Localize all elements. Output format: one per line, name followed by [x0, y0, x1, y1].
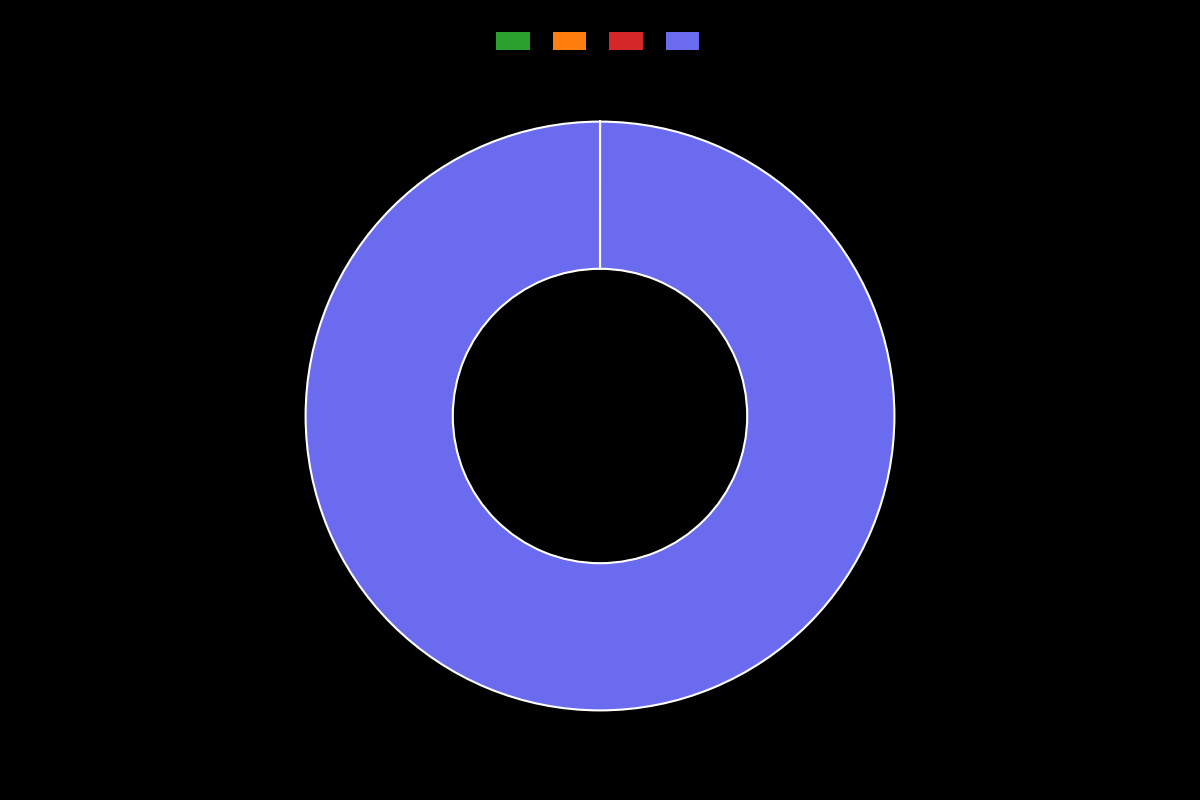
Wedge shape: [306, 122, 894, 710]
Legend: , , , : , , ,: [490, 26, 710, 56]
